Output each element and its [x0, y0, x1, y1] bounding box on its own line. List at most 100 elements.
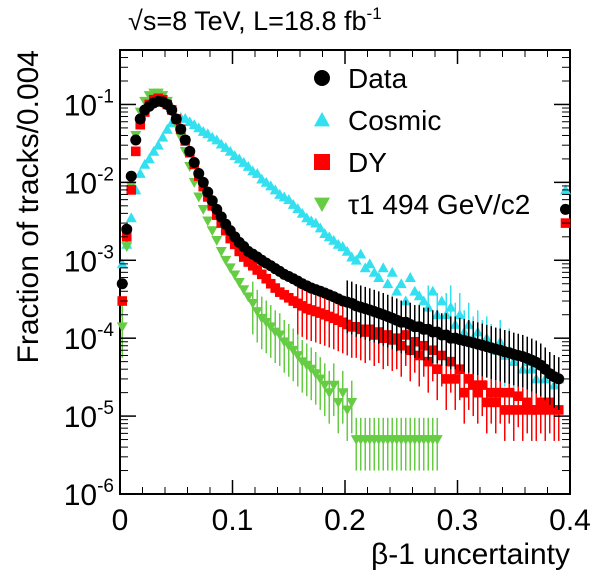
data-point — [175, 123, 187, 135]
data-point — [560, 203, 571, 215]
legend: Data Cosmic DY τ1 494 GeV/c2 — [314, 63, 530, 220]
data-point — [202, 216, 214, 227]
data-point — [432, 364, 443, 374]
data-point — [522, 397, 533, 408]
data-point — [445, 301, 457, 312]
data-point — [427, 285, 439, 296]
series--1-494-gev-c2 — [116, 88, 443, 471]
data-point — [382, 278, 394, 289]
data-point — [341, 245, 353, 256]
legend-item: Data — [314, 63, 408, 94]
data-point — [531, 405, 542, 415]
x-tick-label: 0 — [112, 504, 129, 537]
y-tick-label: 10-6 — [64, 476, 114, 512]
data-point — [135, 119, 146, 130]
series-data — [116, 95, 571, 410]
data-point — [377, 262, 389, 273]
data-point — [332, 397, 344, 408]
data-point — [413, 290, 425, 301]
data-point — [495, 387, 506, 398]
x-tick-label: 0.4 — [549, 504, 591, 537]
data-point — [540, 405, 551, 415]
y-tick-label: 10-2 — [64, 164, 114, 200]
data-point — [265, 322, 277, 333]
data-point — [269, 327, 281, 338]
data-point — [472, 387, 483, 398]
data-point — [269, 184, 281, 195]
data-point — [170, 113, 182, 125]
data-point — [197, 204, 209, 215]
data-point — [391, 285, 403, 296]
y-tick-label: 10-4 — [64, 320, 115, 356]
data-point — [418, 295, 430, 306]
y-tick-label: 10-3 — [64, 242, 114, 278]
plot-frame — [119, 49, 571, 495]
data-point — [130, 146, 141, 157]
data-point — [202, 186, 214, 198]
data-point — [261, 273, 272, 284]
data-point — [197, 176, 209, 188]
data-point — [233, 277, 245, 288]
x-axis-title: β-1 uncertainty — [371, 538, 570, 571]
data-point — [328, 380, 340, 391]
data-point — [215, 246, 227, 257]
data-point — [454, 309, 466, 320]
data-point — [283, 194, 295, 205]
series-cosmic — [116, 112, 571, 417]
data-point — [125, 170, 137, 182]
data-point — [459, 387, 470, 398]
y-axis-title: Fraction of tracks/0.004 — [12, 50, 45, 363]
data-point — [238, 252, 249, 262]
data-point — [121, 223, 133, 235]
data-point — [490, 397, 501, 408]
legend-label: Cosmic — [348, 105, 441, 136]
data-point — [314, 374, 326, 385]
data-point — [481, 397, 492, 408]
data-point — [143, 153, 155, 164]
data-point — [314, 222, 326, 233]
data-point — [346, 397, 358, 408]
data-point — [337, 388, 349, 399]
data-point — [251, 167, 263, 178]
chart-header: √s=8 TeV, L=18.8 fb-1 — [128, 4, 382, 36]
data-point — [247, 298, 259, 309]
legend-marker — [314, 154, 330, 170]
data-point — [499, 405, 510, 415]
data-point — [560, 184, 571, 195]
data-point — [242, 160, 254, 171]
data-point — [206, 195, 218, 207]
data-point — [341, 405, 353, 416]
data-point — [179, 134, 191, 146]
data-point — [310, 217, 322, 228]
data-points — [116, 88, 571, 471]
data-point — [310, 369, 322, 380]
legend-item: DY — [314, 147, 387, 178]
data-point — [386, 266, 398, 277]
legend-item: τ1 494 GeV/c2 — [314, 189, 530, 220]
x-tick-label: 0.1 — [212, 504, 254, 537]
data-point — [116, 258, 128, 269]
data-point — [350, 254, 362, 265]
data-point — [166, 104, 178, 116]
data-point — [373, 272, 385, 282]
data-point — [251, 307, 263, 318]
legend-item: Cosmic — [314, 105, 441, 136]
data-point — [468, 380, 479, 390]
y-tick-label: 10-5 — [64, 398, 114, 434]
data-point — [242, 292, 254, 303]
data-point — [116, 322, 128, 333]
legend-marker — [314, 112, 330, 127]
data-point — [368, 266, 380, 277]
x-tick-label: 0.3 — [437, 504, 479, 537]
y-tick-label: 10-1 — [64, 86, 114, 122]
data-point — [224, 145, 236, 156]
data-point — [224, 263, 236, 274]
data-point — [535, 397, 546, 408]
data-point — [422, 301, 434, 312]
legend-label: DY — [348, 147, 387, 178]
data-point — [161, 123, 173, 134]
energy-luminosity-label: √s=8 TeV, L=18.8 fb-1 — [128, 4, 382, 36]
data-point — [463, 374, 474, 384]
